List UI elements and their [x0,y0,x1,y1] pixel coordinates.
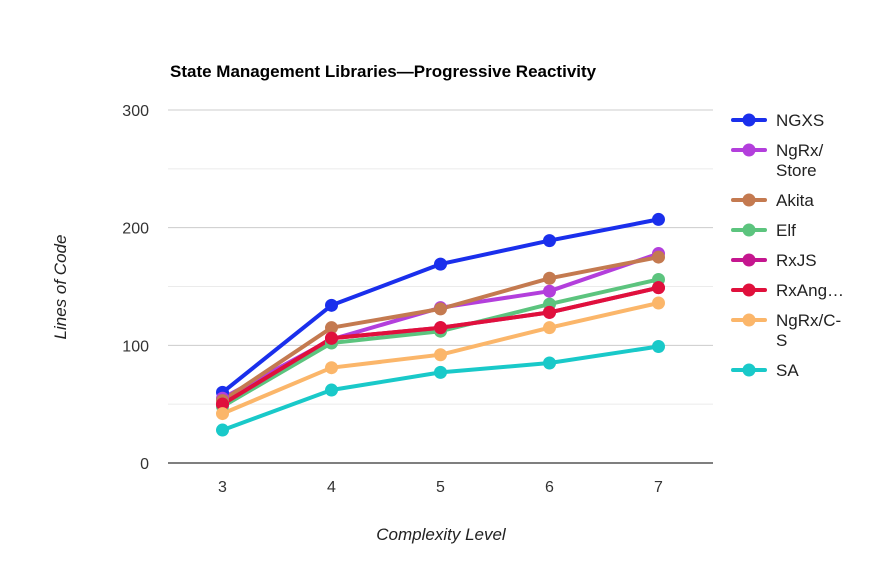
data-point [434,257,447,271]
data-point [325,331,338,345]
legend-item: RxAng… [731,281,844,300]
data-point [652,340,665,354]
legend-item: Elf [731,221,796,240]
legend-item: NgRx/Store [731,141,824,180]
legend-swatch-marker [742,113,756,127]
gridlines [168,109,713,405]
legend-swatch-marker [742,313,756,327]
data-point [325,361,338,375]
legend-swatch-marker [742,223,756,237]
legend-item: NGXS [731,111,824,130]
legend-swatch-marker [742,253,756,267]
legend-label: NgRx/ [776,141,824,160]
data-point [434,321,447,335]
data-point [652,296,665,310]
legend-swatch-marker [742,363,756,377]
data-point [543,234,556,248]
x-tick-label: 6 [545,479,554,496]
legend-swatch-marker [742,193,756,207]
x-tick-label: 7 [654,479,663,496]
data-point [652,212,665,226]
legend-item: RxJS [731,251,817,270]
y-tick-label: 200 [122,221,149,238]
data-point [216,407,229,421]
data-point [543,284,556,298]
legend-item: NgRx/C-S [731,311,841,350]
legend-label: RxAng… [776,281,844,300]
x-tick-label: 5 [436,479,445,496]
series-points [216,212,665,437]
legend-label: NgRx/C- [776,311,841,330]
x-axis-label: Complexity Level [376,525,507,544]
data-point [325,298,338,312]
legend-swatch-marker [742,143,756,157]
legend: NGXSNgRx/StoreAkitaElfRxJSRxAng…NgRx/C-S… [731,111,844,380]
data-point [216,423,229,437]
data-point [434,302,447,316]
chart-title: State Management Libraries—Progressive R… [170,62,597,81]
legend-label: Store [776,161,817,180]
y-axis-ticks: 0 100 200 300 [122,103,149,473]
legend-label: S [776,331,787,350]
legend-label: RxJS [776,251,817,270]
legend-label: Akita [776,191,814,210]
data-point [434,348,447,362]
x-tick-label: 4 [327,479,336,496]
y-axis-label: Lines of Code [51,235,70,340]
legend-label: SA [776,361,799,380]
y-tick-label: 0 [140,456,149,473]
legend-item: SA [731,361,799,380]
legend-item: Akita [731,191,814,210]
data-point [216,397,229,411]
data-point [652,281,665,295]
legend-label: Elf [776,221,796,240]
y-tick-label: 100 [122,338,149,355]
data-point [434,365,447,379]
legend-swatch-marker [742,283,756,297]
y-tick-label: 300 [122,103,149,120]
data-point [325,321,338,335]
data-point [543,356,556,370]
data-point [325,383,338,397]
x-tick-label: 3 [218,479,227,496]
data-point [543,305,556,319]
x-axis-ticks: 3 4 5 6 7 [218,479,663,496]
data-point [543,271,556,285]
data-point [652,250,665,264]
legend-label: NGXS [776,111,824,130]
data-point [543,321,556,335]
